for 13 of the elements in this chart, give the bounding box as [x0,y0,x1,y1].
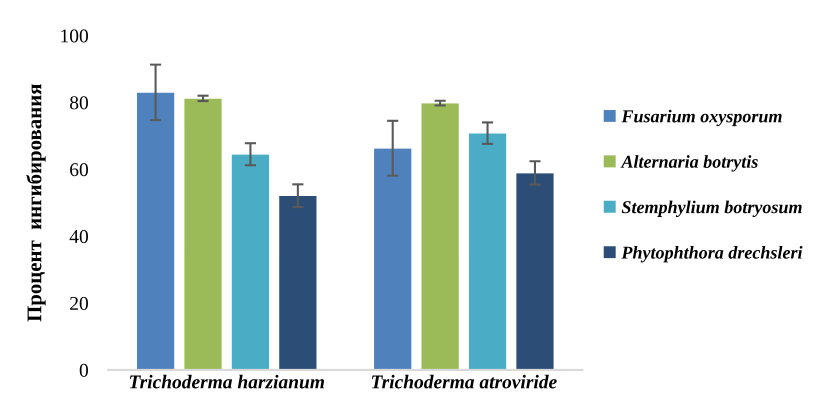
legend-label: Phytophthora drechsleri [621,246,802,262]
x-tick-label: Trichoderma atroviride [372,374,557,388]
y-tick-label: 40 [70,230,88,244]
y-tick-label: 100 [61,29,88,42]
y-tick-label: 60 [70,163,88,176]
y-tick-label: 20 [70,296,88,310]
legend-label: Stemphylium botryosum [622,200,802,217]
x-tick-label: Trichoderma harzianum [130,374,324,389]
y-axis-title: Процент ингибирования [26,84,46,322]
legend-label: Alternaria botrytis [620,155,758,172]
legend-label: Fusarium oxysporum [621,110,782,126]
y-tick-label: 0 [80,364,88,377]
y-tick-label: 80 [70,96,88,110]
